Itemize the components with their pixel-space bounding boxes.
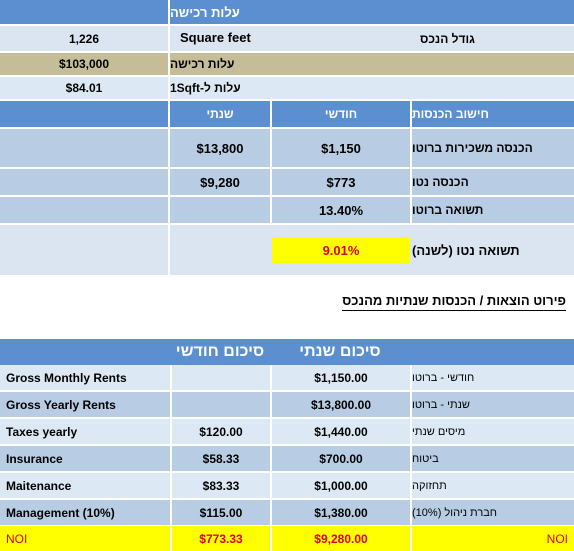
gross-return-spacer: [0, 197, 168, 223]
noi-en-label: NOI: [0, 526, 170, 551]
row-en-label: Gross Yearly Rents: [0, 392, 170, 417]
header-monthly-summary: סיכום חודשי: [170, 339, 270, 365]
row-he-label: שנתי - ברוטו: [412, 392, 574, 417]
breakdown-header-spacer-right: [410, 339, 574, 365]
row-en-label: Gross Monthly Rents: [0, 365, 170, 390]
acquisition-cost-value: $103,000: [0, 53, 168, 75]
noi-he-label: NOI: [412, 526, 574, 551]
net-return-spacer: [0, 225, 168, 275]
row-yearly: $1,000.00: [272, 473, 410, 498]
row-he-label: ביטוח: [412, 446, 574, 471]
row-monthly: [172, 392, 270, 417]
row-yearly: $13,800.00: [272, 392, 410, 417]
property-size-value: 1,226: [0, 26, 168, 51]
net-income-monthly: $773: [272, 169, 410, 195]
gross-return-label: תשואה ברוטו: [412, 197, 574, 223]
gross-rent-spacer: [0, 129, 168, 167]
row-he-label: מיסים שנתי: [412, 419, 574, 444]
row-he-label: תחזוקה: [412, 473, 574, 498]
col-monthly-header: חודשי: [272, 101, 410, 127]
gross-rent-yearly: $13,800: [170, 129, 270, 167]
row-yearly: $700.00: [272, 446, 410, 471]
noi-monthly: $773.33: [172, 526, 270, 551]
net-return-value: 9.01%: [272, 237, 410, 263]
net-income-yearly: $9,280: [170, 169, 270, 195]
breakdown-header-spacer: [0, 339, 170, 365]
cost-per-sqft-label: עלות ל-1Sqft: [170, 77, 574, 99]
col-yearly-header: שנתי: [170, 101, 270, 127]
income-header-spacer: [0, 101, 168, 127]
acquisition-header: עלות רכישה: [170, 0, 574, 24]
net-income-label: הכנסה נטו: [412, 169, 574, 195]
header-spacer-left: [0, 0, 168, 24]
net-return-label: תשואה נטו (לשנה): [412, 242, 520, 258]
acquisition-cost-label: עלות רכישה: [170, 53, 574, 75]
row-yearly: $1,150.00: [272, 365, 410, 390]
row-en-label: Insurance: [0, 446, 170, 471]
row-monthly: $58.33: [172, 446, 270, 471]
row-he-label: חברת ניהול (10%): [412, 500, 574, 525]
property-size-unit: Square feet: [180, 30, 251, 45]
gross-rent-monthly: $1,150: [272, 129, 410, 167]
row-en-label: Management (10%): [0, 500, 170, 525]
cost-per-sqft-value: $84.01: [0, 77, 168, 99]
section-title: פירוט הוצאות / הכנסות שנתיות מהנכס: [342, 293, 566, 311]
net-income-spacer: [0, 169, 168, 195]
row-monthly: [172, 365, 270, 390]
gross-rent-label: הכנסה משכירות ברוטו: [412, 129, 574, 167]
row-en-label: Maitenance: [0, 473, 170, 498]
gross-return-value: 13.40%: [272, 197, 410, 223]
row-yearly: $1,380.00: [272, 500, 410, 525]
row-he-label: חודשי - ברוטו: [412, 365, 574, 390]
row-en-label: Taxes yearly: [0, 419, 170, 444]
row-monthly: $83.33: [172, 473, 270, 498]
property-size-row-bg: [170, 26, 574, 51]
section-title-row: פירוט הוצאות / הכנסות שנתיות מהנכס: [0, 290, 566, 314]
row-monthly: $120.00: [172, 419, 270, 444]
header-yearly-summary: סיכום שנתי: [270, 339, 410, 365]
income-header: חישוב הכנסות: [412, 101, 574, 127]
row-yearly: $1,440.00: [272, 419, 410, 444]
property-size-label: גודל הנכס: [420, 31, 475, 46]
noi-yearly: $9,280.00: [272, 526, 410, 551]
gross-return-spacer-2: [170, 197, 270, 223]
row-monthly: $115.00: [172, 500, 270, 525]
